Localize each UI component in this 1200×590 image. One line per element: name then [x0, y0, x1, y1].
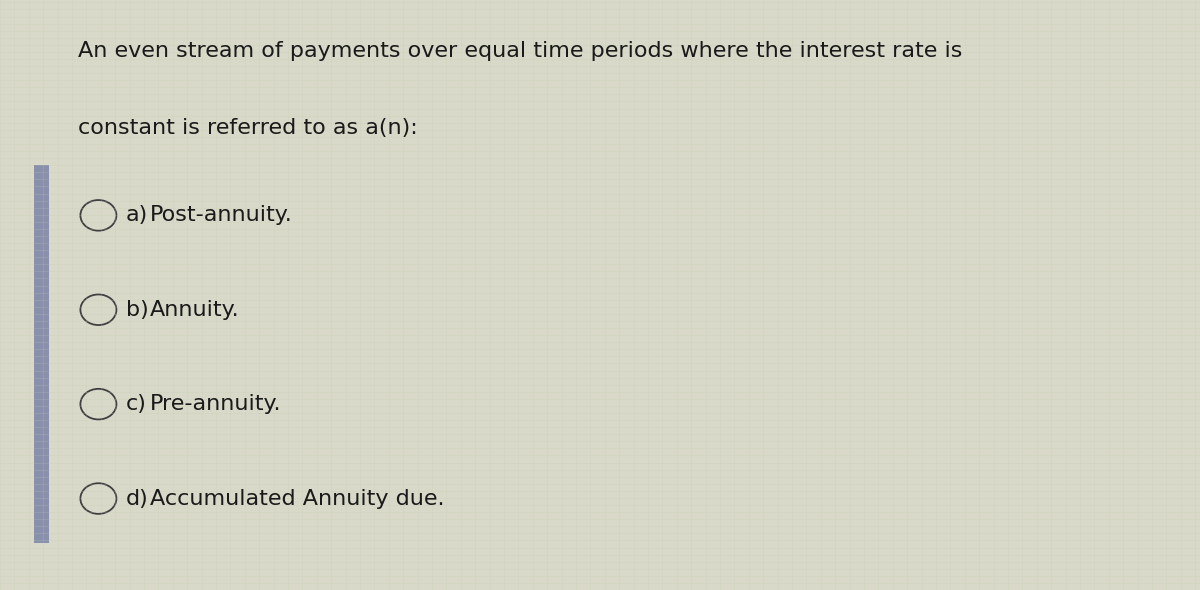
Text: constant is referred to as a(n):: constant is referred to as a(n):: [78, 118, 418, 138]
Text: Accumulated Annuity due.: Accumulated Annuity due.: [150, 489, 444, 509]
Text: An even stream of payments over equal time periods where the interest rate is: An even stream of payments over equal ti…: [78, 41, 962, 61]
Text: Annuity.: Annuity.: [150, 300, 240, 320]
Text: c): c): [126, 394, 146, 414]
Text: Post-annuity.: Post-annuity.: [150, 205, 293, 225]
Text: b): b): [126, 300, 149, 320]
Text: Pre-annuity.: Pre-annuity.: [150, 394, 282, 414]
FancyBboxPatch shape: [34, 165, 49, 543]
Text: d): d): [126, 489, 149, 509]
Text: a): a): [126, 205, 149, 225]
